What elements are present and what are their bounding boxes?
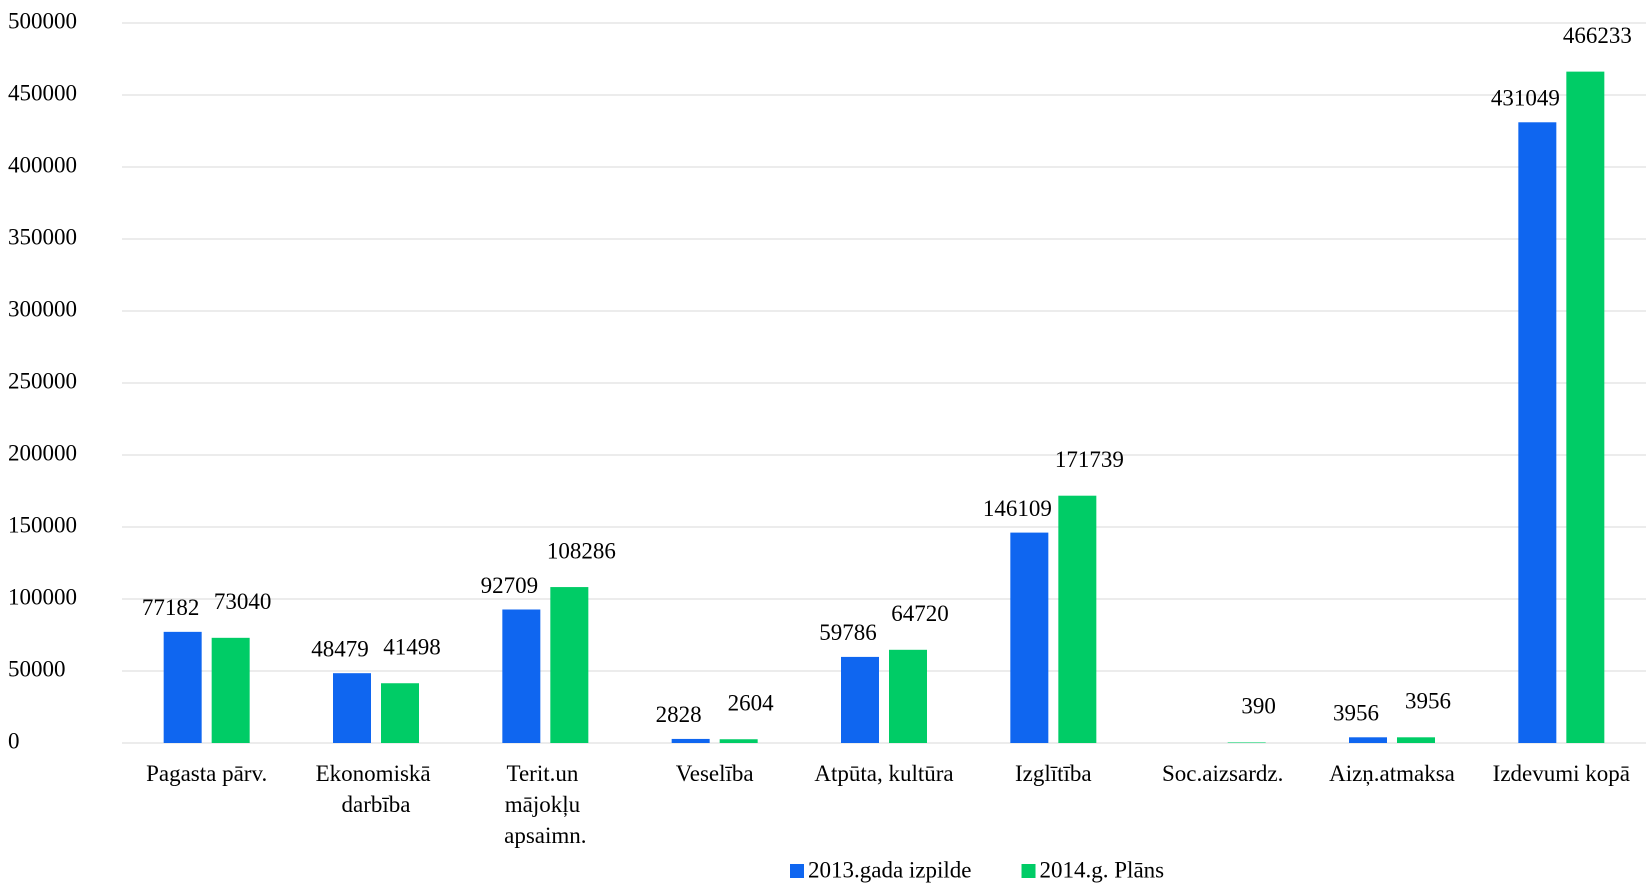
bar [1010, 532, 1049, 743]
data-label: 146109 [983, 496, 1052, 521]
data-label: 41498 [383, 635, 441, 660]
y-tick-label: 400000 [8, 152, 77, 177]
bar [381, 683, 419, 743]
x-tick-label: Terit.un mājokļu apsaimn. [504, 761, 586, 848]
legend-swatch [1021, 864, 1036, 878]
y-tick-label: 350000 [8, 224, 77, 249]
y-tick-label: 300000 [8, 296, 77, 321]
bar [211, 637, 250, 743]
y-tick-label: 0 [8, 728, 20, 753]
data-label: 2604 [728, 691, 775, 716]
data-label: 73040 [214, 589, 272, 614]
x-tick-label: Izglītība [1015, 761, 1092, 786]
data-label: 77182 [142, 595, 200, 620]
legend-swatch [790, 864, 804, 878]
x-tick-label: Soc.aizsardz. [1162, 761, 1283, 786]
legend-label: 2013.gada izpilde [808, 857, 972, 882]
y-tick-label: 250000 [8, 368, 77, 393]
x-tick-label: Aizņ.atmaksa [1329, 761, 1455, 787]
bar [841, 656, 879, 743]
bar [550, 587, 589, 743]
y-tick-label: 50000 [8, 656, 66, 681]
bar [163, 631, 202, 743]
bar [1349, 737, 1387, 743]
bar [671, 738, 710, 743]
bar [1397, 737, 1435, 743]
data-label: 64720 [891, 601, 949, 626]
data-label: 2828 [656, 702, 702, 727]
bar [1058, 495, 1097, 743]
bar [1566, 71, 1605, 743]
x-tick-label: Pagasta pārv. [146, 761, 267, 786]
data-label: 466233 [1563, 23, 1632, 48]
data-label: 92709 [481, 573, 539, 598]
y-tick-label: 500000 [8, 8, 77, 33]
y-tick-label: 150000 [8, 512, 77, 537]
data-label: 171739 [1055, 447, 1124, 472]
x-tick-label: Izdevumi kopā [1493, 761, 1630, 786]
data-label: 431049 [1491, 86, 1560, 111]
bar [1227, 742, 1266, 743]
bar [719, 739, 758, 743]
y-tick-label: 100000 [8, 584, 77, 609]
data-label: 3956 [1333, 701, 1379, 726]
data-label: 48479 [311, 636, 369, 661]
y-tick-label: 450000 [8, 80, 77, 105]
bar [333, 673, 371, 743]
y-tick-label: 200000 [8, 440, 77, 465]
data-label: 390 [1241, 694, 1276, 719]
data-label: 108286 [547, 538, 616, 563]
bar [1518, 122, 1557, 744]
x-tick-label: Atpūta, kultūra [814, 761, 953, 786]
data-label: 59786 [819, 620, 877, 645]
x-tick-label: Veselība [676, 761, 754, 786]
legend-label: 2014.g. Plāns [1040, 857, 1165, 882]
bar [502, 609, 541, 743]
bar [889, 649, 927, 743]
data-label: 3956 [1405, 689, 1451, 714]
x-tick-label: Ekonomiskā darbība [316, 761, 437, 817]
